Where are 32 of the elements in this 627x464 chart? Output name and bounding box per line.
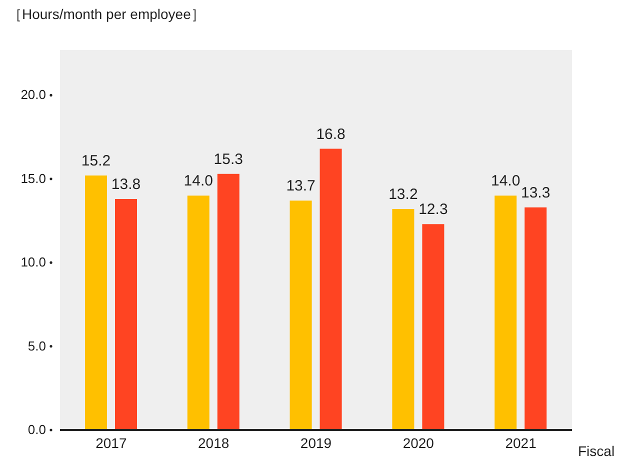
chart-title: ［Hours/month per employee］ [8,6,205,24]
y-tick-label: 20.0 [20,87,46,102]
x-tick-label: 2020 [402,434,434,451]
x-tick-label: 2021 [505,434,537,451]
y-tick-label: 5.0 [28,338,46,354]
data-label: 13.7 [286,178,316,195]
y-tick-label: 10.0 [20,254,46,270]
bar [85,176,107,430]
data-label: 15.3 [214,150,243,168]
y-tick-label: 0.0 [28,422,46,437]
x-axis-title: Fiscal [578,443,615,459]
data-label: 13.3 [521,184,550,202]
data-label: 13.8 [111,176,141,193]
x-tick-label: 2018 [198,434,230,451]
bar [320,148,342,430]
data-label: 15.2 [81,152,111,170]
bar [422,224,444,430]
bar [187,196,210,430]
bar [217,174,240,430]
bar [115,198,137,430]
bar [392,209,414,430]
data-label: 13.2 [388,186,418,204]
x-tick-label: 2019 [300,434,332,451]
x-tick-label: 2017 [96,434,127,451]
bar [494,196,517,430]
data-label: 12.3 [418,201,448,218]
data-label: 16.8 [316,126,346,143]
data-label: 14.0 [491,172,520,190]
y-tick-label: 15.0 [20,170,46,186]
data-label: 14.0 [184,172,213,190]
bar [524,207,547,430]
bar [290,200,312,430]
